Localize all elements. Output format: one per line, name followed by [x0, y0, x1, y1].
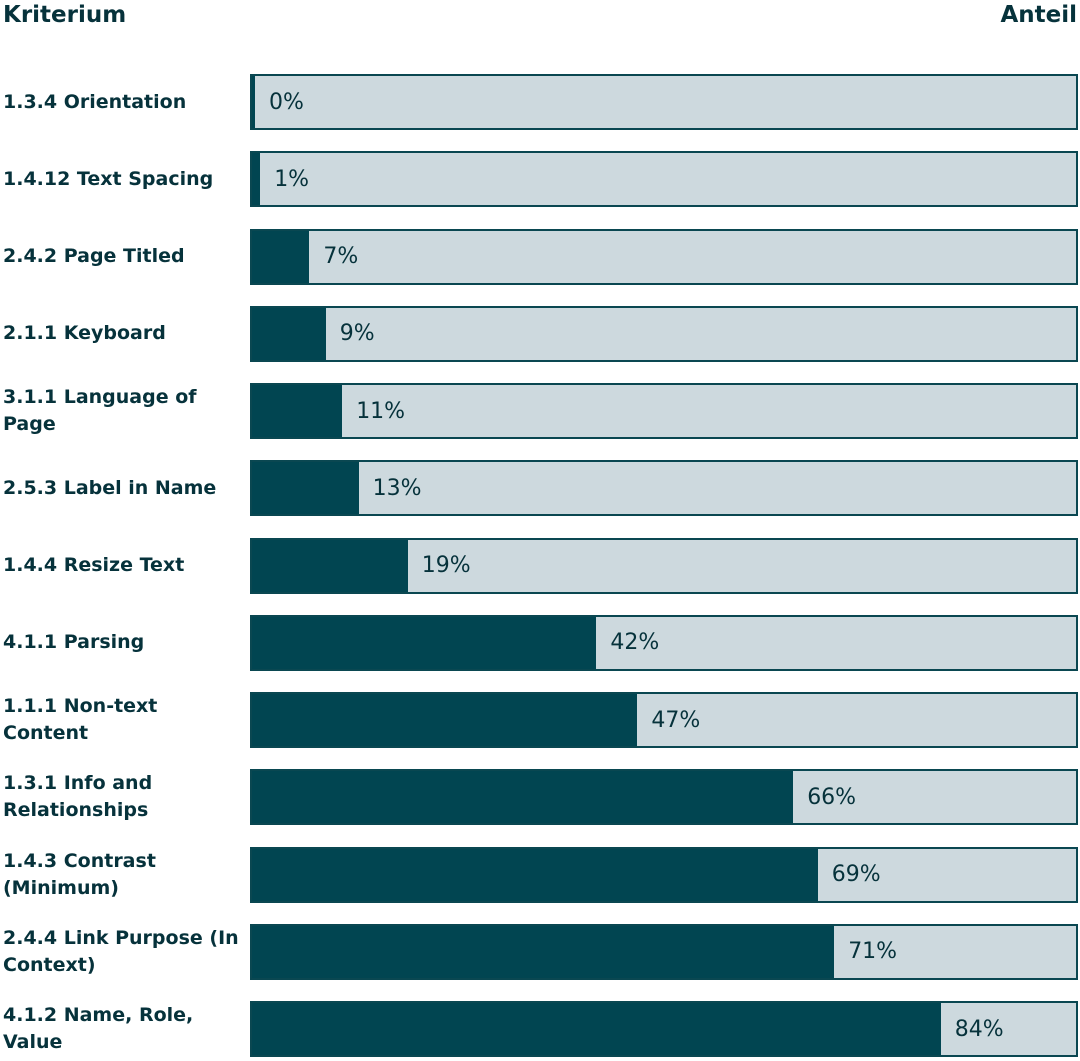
bar-label: 1.1.1 Non-text Content — [3, 695, 158, 744]
bar-value-label: 0% — [269, 89, 304, 115]
bar-value-label: 9% — [339, 321, 375, 347]
bar-row: 4.1.2 Name, Role, Value 84% — [0, 1001, 1080, 1057]
bar-fill — [252, 462, 359, 515]
bar-value-label: 42% — [610, 630, 660, 656]
bar-fill — [252, 925, 835, 978]
bar-track: 11% — [250, 383, 1078, 439]
bar-track: 7% — [250, 228, 1078, 285]
bar-fill — [252, 153, 261, 206]
bar-row: 1.1.1 Non-text Content 47% — [0, 692, 1080, 748]
bar-track: 47% — [250, 692, 1078, 748]
bar-label: 1.4.4 Resize Text — [3, 554, 185, 576]
bar-row: 1.4.4 Resize Text 19% — [0, 537, 1080, 594]
column-header-criterion: Kriterium — [3, 2, 127, 28]
bar-track: 13% — [250, 460, 1078, 517]
bar-track: 19% — [250, 537, 1078, 594]
bar-row: 2.5.3 Label in Name 13% — [0, 460, 1080, 517]
bar-track: 0% — [250, 74, 1078, 130]
column-header-share: Anteil — [1000, 2, 1077, 28]
bar-label: 1.3.1 Info and Relationships — [3, 772, 153, 822]
bar-row: 1.3.1 Info and Relationships 66% — [0, 769, 1080, 826]
bar-row: 3.1.1 Language of Page 11% — [0, 383, 1080, 439]
bar-label: 2.4.4 Link Purpose (In Context) — [3, 926, 239, 976]
bar-track: 9% — [250, 305, 1078, 362]
bar-label: 3.1.1 Language of Page — [3, 386, 197, 435]
bar-track: 84% — [250, 1001, 1078, 1057]
bar-value-label: 69% — [831, 862, 881, 887]
bar-fill — [252, 1003, 941, 1055]
bar-label: 2.4.2 Page Titled — [3, 245, 185, 267]
bar-value-label: 71% — [848, 939, 898, 965]
bar-value-label: 47% — [651, 707, 701, 733]
bar-label: 4.1.1 Parsing — [3, 631, 145, 654]
bar-label: 1.4.12 Text Spacing — [3, 167, 214, 190]
bar-fill — [252, 76, 255, 128]
bar-row: 1.3.4 Orientation 0% — [0, 74, 1080, 130]
bar-fill — [252, 307, 326, 360]
bar-row: 2.1.1 Keyboard 9% — [0, 305, 1080, 362]
bar-fill — [252, 694, 638, 746]
bar-value-label: 7% — [323, 244, 359, 269]
bar-row: 1.4.3 Contrast (Minimum) 69% — [0, 846, 1080, 903]
bar-label: 2.1.1 Keyboard — [3, 322, 166, 345]
bar-value-label: 13% — [372, 475, 422, 501]
bar-value-label: 66% — [807, 784, 857, 810]
bar-row: 4.1.1 Parsing 42% — [0, 614, 1080, 671]
bar-track: 1% — [250, 151, 1078, 208]
bar-label: 4.1.2 Name, Role, Value — [3, 1004, 194, 1053]
bar-label: 2.5.3 Label in Name — [3, 476, 217, 499]
bar-track: 71% — [250, 923, 1078, 980]
bar-label: 1.3.4 Orientation — [3, 90, 187, 113]
bar-fill — [252, 771, 794, 824]
bar-fill — [252, 385, 343, 437]
bar-value-label: 11% — [356, 398, 406, 424]
bar-track: 69% — [250, 846, 1078, 903]
bar-row: 2.4.4 Link Purpose (In Context) 71% — [0, 923, 1080, 980]
bar-row: 1.4.12 Text Spacing 1% — [0, 151, 1080, 208]
bar-fill — [252, 616, 597, 669]
bar-fill — [252, 848, 818, 901]
bar-value-label: 1% — [274, 166, 310, 192]
bar-value-label: 19% — [421, 553, 471, 578]
bar-fill — [252, 539, 408, 592]
bar-track: 66% — [250, 769, 1078, 826]
bar-value-label: 84% — [954, 1016, 1004, 1042]
bar-track: 42% — [250, 614, 1078, 671]
bar-row: 2.4.2 Page Titled 7% — [0, 228, 1080, 285]
bar-label: 1.4.3 Contrast (Minimum) — [3, 849, 156, 899]
bar-fill — [252, 230, 310, 283]
